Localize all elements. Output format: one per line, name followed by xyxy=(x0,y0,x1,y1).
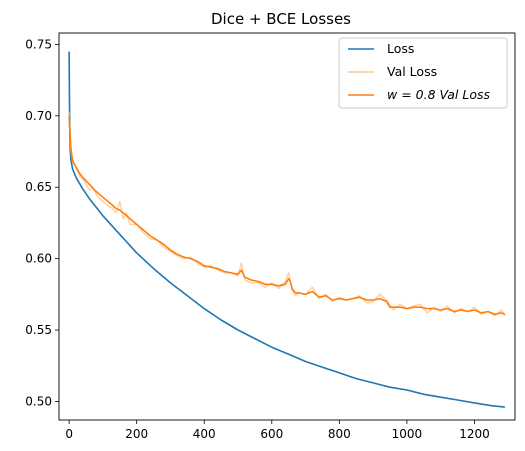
x-tick-label: 600 xyxy=(260,427,283,441)
axes-layer: 0 200 400 600 800 1000 1200 0.50 0.55 0.60 0.65 0.7… xyxy=(25,37,489,441)
y-tick-label: 0.55 xyxy=(25,323,52,337)
y-tick-label: 0.70 xyxy=(25,109,52,123)
y-tick-label: 0.60 xyxy=(25,252,52,266)
x-tick-label: 0 xyxy=(65,427,73,441)
series-layer xyxy=(68,51,506,408)
x-tick-label: 800 xyxy=(328,427,351,441)
y-tick-label: 0.65 xyxy=(25,180,52,194)
x-tick-label: 200 xyxy=(125,427,148,441)
x-tick-label: 1200 xyxy=(459,427,490,441)
series-line-loss xyxy=(68,51,505,408)
legend-label-smoothed-val-loss: w = 0.8 Val Loss xyxy=(387,87,490,102)
x-tick-label: 400 xyxy=(193,427,216,441)
series-line-val-loss xyxy=(68,111,506,317)
legend: Loss Val Loss w = 0.8 Val Loss xyxy=(338,37,508,109)
legend-box xyxy=(338,37,508,109)
legend-label-val-loss: Val Loss xyxy=(387,64,437,79)
chart-title: Dice + BCE Losses xyxy=(211,10,351,28)
x-tick-label: 1000 xyxy=(392,427,423,441)
series-line-smoothed-val-loss xyxy=(68,115,506,316)
legend-label-loss: Loss xyxy=(387,41,414,56)
plot-frame xyxy=(58,32,516,421)
y-tick-label: 0.50 xyxy=(25,394,52,408)
y-tick-label: 0.75 xyxy=(25,37,52,51)
